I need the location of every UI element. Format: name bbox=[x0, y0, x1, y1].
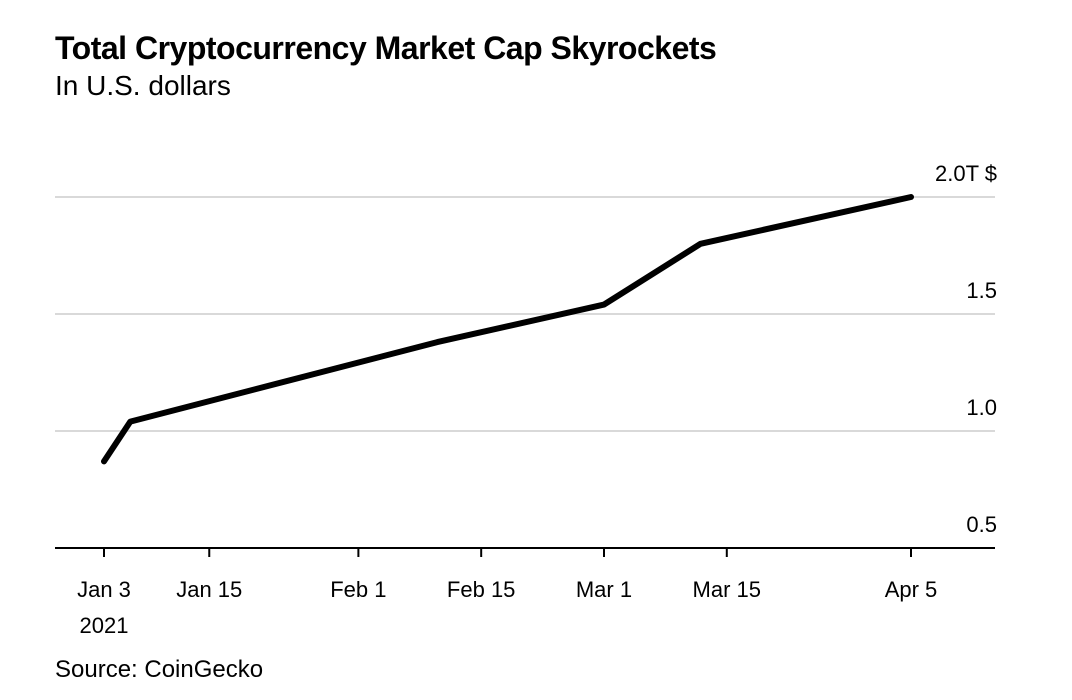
y-axis-labels: 0.5 1.0 1.5 2.0T $ bbox=[935, 161, 997, 537]
x-tick-sublabel: 2021 bbox=[80, 613, 129, 638]
x-tick-label: Feb 1 bbox=[330, 577, 386, 602]
chart-subtitle: In U.S. dollars bbox=[55, 70, 231, 101]
x-tick-label: Apr 5 bbox=[885, 577, 938, 602]
gridlines bbox=[55, 196, 995, 432]
x-tick-label: Jan 15 bbox=[176, 577, 242, 602]
x-tick-label: Mar 15 bbox=[693, 577, 761, 602]
chart-title: Total Cryptocurrency Market Cap Skyrocke… bbox=[55, 30, 717, 66]
y-tick-label: 0.5 bbox=[966, 512, 997, 537]
series-layer bbox=[101, 194, 914, 465]
x-axis-labels: Jan 3 2021 Jan 15 Feb 1 Feb 15 Mar 1 Mar 15 Apr… bbox=[77, 577, 937, 638]
x-tick-label: Mar 1 bbox=[576, 577, 632, 602]
source-note: Source: CoinGecko bbox=[55, 656, 264, 683]
x-axis bbox=[55, 547, 995, 557]
y-tick-label: 1.5 bbox=[966, 278, 997, 303]
y-tick-label: 1.0 bbox=[966, 395, 997, 420]
y-tick-label: 2.0T $ bbox=[935, 161, 997, 186]
x-tick-label: Feb 15 bbox=[447, 577, 516, 602]
x-tick-label: Jan 3 bbox=[77, 577, 131, 602]
series-line bbox=[101, 194, 914, 465]
